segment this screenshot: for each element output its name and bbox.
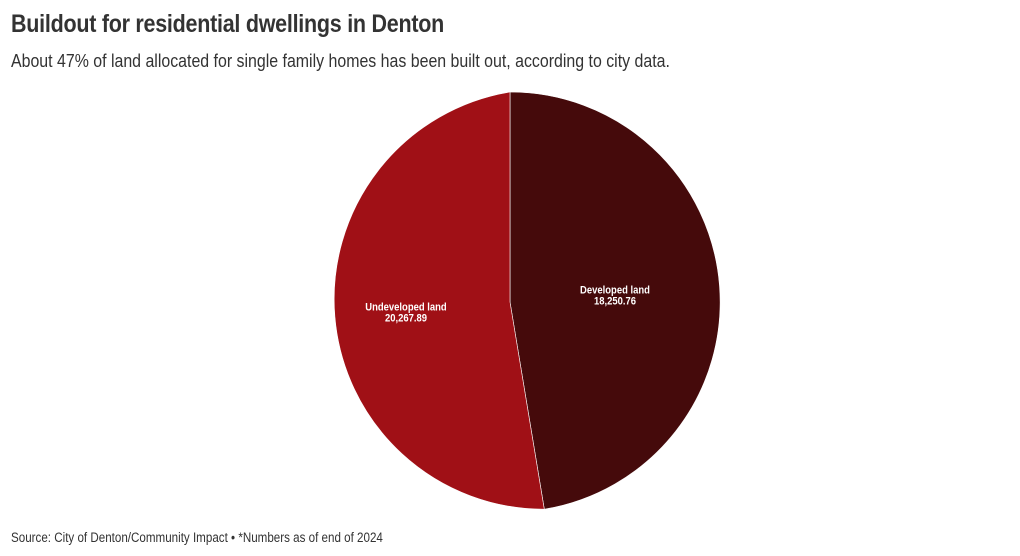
slice-label-name: Developed land <box>580 285 650 297</box>
chart-subtitle: About 47% of land allocated for single f… <box>11 50 670 71</box>
slice-label-value: 18,250.76 <box>594 296 636 308</box>
slice-label-undeveloped-land: Undeveloped land 20,267.89 <box>365 302 446 325</box>
slice-label-value: 20,267.89 <box>385 313 427 325</box>
slice-label-name: Undeveloped land <box>365 302 446 314</box>
pie-slice-developed-land[interactable] <box>509 91 721 510</box>
pie-slice-undeveloped-land[interactable] <box>333 91 545 510</box>
slice-label-developed-land: Developed land 18,250.76 <box>580 285 650 308</box>
chart-title: Buildout for residential dwellings in De… <box>11 10 444 38</box>
source-note: Source: City of Denton/Community Impact … <box>11 530 383 545</box>
